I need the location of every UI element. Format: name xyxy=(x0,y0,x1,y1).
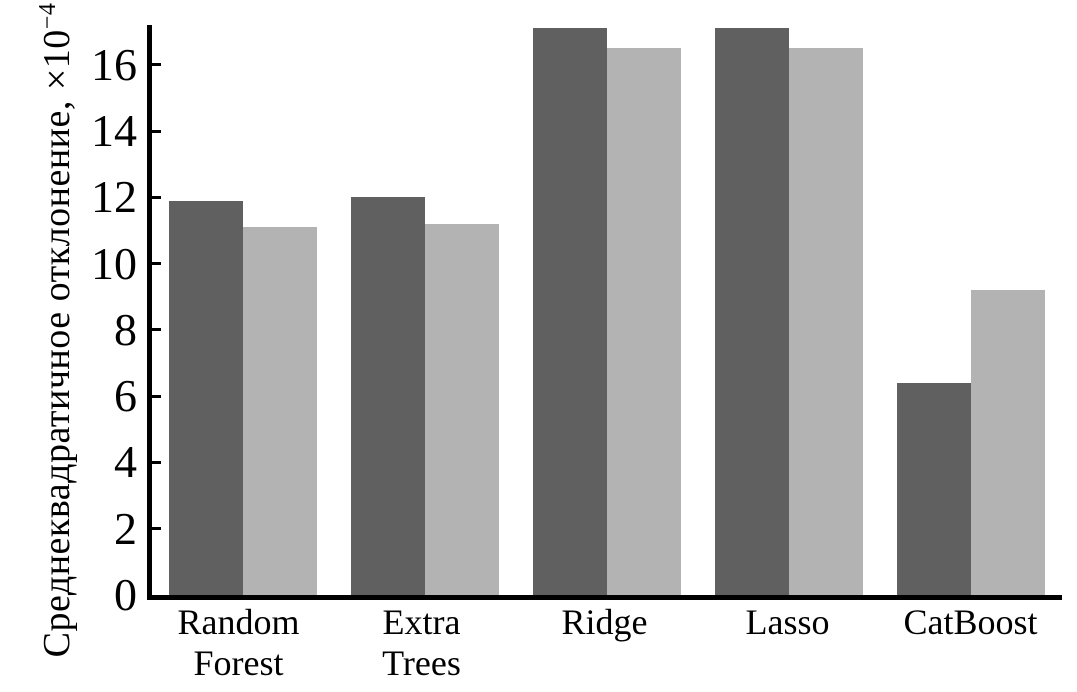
y-tick-label: 0 xyxy=(114,569,137,620)
y-tick-mark xyxy=(152,195,161,199)
y-tick-mark xyxy=(152,63,161,67)
y-axis-title-exponent: −4 xyxy=(35,2,61,30)
bar-light-ridge xyxy=(607,48,681,595)
bar-dark-ridge xyxy=(533,28,607,595)
x-category-label-ridge: Ridge xyxy=(561,602,648,642)
y-tick-mark xyxy=(152,460,161,464)
bar-group-ridge xyxy=(516,25,698,595)
bar-group-random-forest xyxy=(152,25,334,595)
bar-groups xyxy=(152,25,1062,595)
y-tick-mark xyxy=(152,394,161,398)
bar-light-random-forest xyxy=(243,227,317,595)
x-category-label-extra-trees: Extra Trees xyxy=(382,602,461,683)
bar-light-extra-trees xyxy=(425,223,499,595)
y-tick-label: 10 xyxy=(91,237,137,289)
bar-group-catboost xyxy=(880,25,1062,595)
bar-dark-lasso xyxy=(715,28,789,595)
x-axis-labels: Random Forest Extra Trees Ridge Lasso CatBoost xyxy=(147,602,1062,684)
plot-area xyxy=(147,25,1062,600)
bar-light-catboost xyxy=(971,290,1045,595)
y-tick-mark xyxy=(152,328,161,332)
y-tick-label: 8 xyxy=(114,303,137,355)
bar-dark-catboost xyxy=(897,382,971,595)
x-category-label-catboost: CatBoost xyxy=(903,602,1038,642)
y-tick-label: 14 xyxy=(91,105,137,157)
y-tick-label: 6 xyxy=(114,370,137,422)
y-tick-label: 2 xyxy=(114,502,137,554)
bar-light-lasso xyxy=(789,48,863,595)
y-tick-label: 12 xyxy=(91,171,137,223)
y-tick-mark xyxy=(152,129,161,133)
y-tick-label: 4 xyxy=(114,436,137,488)
y-tick-mark xyxy=(152,262,161,266)
x-category-label-lasso: Lasso xyxy=(745,602,830,642)
y-tick-mark xyxy=(152,527,161,531)
bar-group-extra-trees xyxy=(334,25,516,595)
bar-group-lasso xyxy=(698,25,880,595)
y-tick-label: 16 xyxy=(91,38,137,90)
bar-dark-random-forest xyxy=(169,200,243,595)
bar-dark-extra-trees xyxy=(351,197,425,595)
x-category-label-random-forest: Random Forest xyxy=(177,602,300,683)
